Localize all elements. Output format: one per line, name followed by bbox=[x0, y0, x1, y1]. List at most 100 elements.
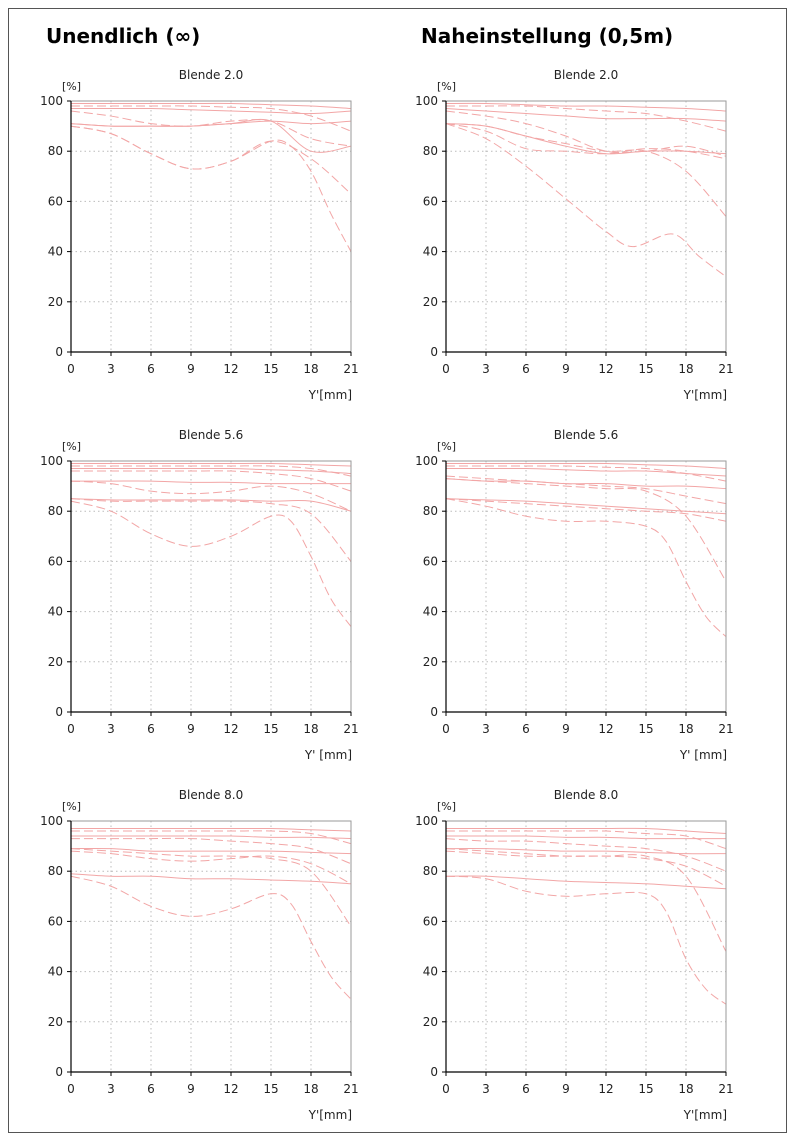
x-tick-label: 12 bbox=[223, 1082, 238, 1096]
series-line-dashed bbox=[70, 105, 352, 132]
x-tick-label: 18 bbox=[678, 722, 693, 736]
x-tick-label: 0 bbox=[67, 362, 75, 376]
x-tick-label: 6 bbox=[522, 362, 530, 376]
y-axis-label: [%] bbox=[62, 440, 81, 453]
x-tick-label: 6 bbox=[147, 722, 155, 736]
series-line-dashed bbox=[70, 480, 352, 512]
chart-infinity-f8: 0 3 6 9 12 15 18 21 0 20 40 60 80 100 Blende 8.0 [%] Y'[… bbox=[40, 788, 359, 1122]
x-tick-label: 0 bbox=[67, 722, 75, 736]
x-tick-label: 3 bbox=[107, 362, 115, 376]
x-tick-label: 15 bbox=[638, 1082, 653, 1096]
y-tick-label: 80 bbox=[48, 864, 63, 878]
y-tick-label: 100 bbox=[40, 814, 63, 828]
x-tick-label: 18 bbox=[303, 362, 318, 376]
x-axis-label: Y' [mm] bbox=[679, 748, 727, 762]
series-line-dashed bbox=[70, 110, 352, 147]
chart-infinity-f2: 0 3 6 9 12 15 18 21 0 20 40 60 80 100 Blende 2.0 [%] Y'[… bbox=[40, 68, 359, 402]
chart-title: Blende 5.6 bbox=[554, 428, 618, 442]
x-tick-label: 12 bbox=[598, 1082, 613, 1096]
x-axis-label: Y'[mm] bbox=[308, 388, 352, 402]
y-tick-label: 0 bbox=[430, 345, 438, 359]
series-line-solid bbox=[71, 827, 352, 832]
y-tick-label: 40 bbox=[48, 245, 63, 259]
series-line-dashed bbox=[445, 850, 727, 887]
x-tick-label: 9 bbox=[187, 1082, 195, 1096]
y-tick-label: 40 bbox=[423, 245, 438, 259]
y-tick-label: 40 bbox=[423, 605, 438, 619]
series-line-solid bbox=[445, 835, 726, 840]
y-tick-label: 80 bbox=[423, 144, 438, 158]
series-line-solid bbox=[71, 480, 351, 485]
y-tick-label: 40 bbox=[48, 605, 63, 619]
x-tick-label: 9 bbox=[562, 1082, 570, 1096]
x-tick-label: 18 bbox=[678, 362, 693, 376]
x-tick-label: 21 bbox=[343, 722, 358, 736]
series-line-dashed bbox=[70, 125, 352, 195]
y-axis-label: [%] bbox=[437, 800, 456, 813]
y-tick-label: 100 bbox=[415, 454, 438, 468]
y-tick-label: 0 bbox=[55, 345, 63, 359]
y-tick-label: 20 bbox=[423, 295, 438, 309]
plot-frame bbox=[70, 460, 352, 713]
series-line-solid bbox=[445, 108, 727, 122]
chart-infinity-f5-6: 0 3 6 9 12 15 18 21 0 20 40 60 80 100 Blende 5.6 [%] Y' … bbox=[40, 428, 359, 762]
y-tick-label: 20 bbox=[48, 655, 63, 669]
series-line-solid bbox=[70, 498, 352, 512]
plot-frame bbox=[70, 820, 352, 1073]
y-tick-label: 20 bbox=[48, 1015, 63, 1029]
x-tick-label: 15 bbox=[263, 722, 278, 736]
x-tick-label: 3 bbox=[482, 722, 490, 736]
series-line-solid bbox=[70, 873, 352, 885]
series-line-dashed bbox=[446, 830, 727, 850]
series-line-dashed bbox=[445, 838, 727, 872]
x-tick-label: 9 bbox=[187, 362, 195, 376]
series-line-dashed bbox=[445, 875, 727, 1005]
series-line-dashed bbox=[70, 837, 352, 865]
y-axis-label: [%] bbox=[62, 800, 81, 813]
chart-close-f5-6: 0 3 6 9 12 15 18 21 0 20 40 60 80 100 Blende 5.6 [%] Y' … bbox=[415, 428, 734, 762]
series-line-dashed bbox=[71, 830, 352, 845]
series-line-solid bbox=[70, 118, 352, 153]
series-line-solid bbox=[446, 467, 727, 477]
y-tick-label: 20 bbox=[48, 295, 63, 309]
y-tick-label: 100 bbox=[415, 94, 438, 108]
column-title-close-focus: Naheinstellung (0,5m) bbox=[421, 24, 674, 48]
x-tick-label: 6 bbox=[147, 1082, 155, 1096]
x-tick-label: 6 bbox=[522, 1082, 530, 1096]
series-line-solid bbox=[445, 123, 727, 155]
y-tick-label: 60 bbox=[48, 914, 63, 928]
series-line-dashed bbox=[445, 498, 727, 522]
y-axis-label: [%] bbox=[62, 80, 81, 93]
plot-frame bbox=[70, 100, 352, 353]
x-tick-label: 6 bbox=[147, 362, 155, 376]
column-title-infinity: Unendlich (∞) bbox=[46, 24, 201, 48]
y-axis-label: [%] bbox=[437, 440, 456, 453]
x-axis-label: Y' [mm] bbox=[304, 748, 352, 762]
series-line-solid bbox=[445, 478, 727, 490]
x-tick-label: 0 bbox=[67, 1082, 75, 1096]
y-tick-label: 60 bbox=[48, 194, 63, 208]
chart-title: Blende 8.0 bbox=[554, 788, 618, 802]
x-tick-label: 9 bbox=[562, 722, 570, 736]
plot-frame bbox=[445, 820, 727, 1073]
x-tick-label: 21 bbox=[343, 362, 358, 376]
series-line-solid bbox=[445, 102, 727, 112]
chart-title: Blende 2.0 bbox=[179, 68, 243, 82]
plot-frame bbox=[445, 100, 727, 353]
series-line-dashed bbox=[70, 875, 352, 1000]
series-line-solid bbox=[70, 120, 352, 127]
x-tick-label: 21 bbox=[343, 1082, 358, 1096]
y-tick-label: 60 bbox=[423, 914, 438, 928]
x-tick-label: 6 bbox=[522, 722, 530, 736]
y-tick-label: 40 bbox=[48, 965, 63, 979]
x-tick-label: 3 bbox=[107, 1082, 115, 1096]
series-line-dashed bbox=[445, 123, 727, 278]
series-line-dashed bbox=[445, 478, 727, 582]
plot-frame bbox=[445, 460, 727, 713]
y-tick-label: 0 bbox=[55, 1065, 63, 1079]
x-tick-label: 12 bbox=[598, 722, 613, 736]
x-tick-label: 12 bbox=[598, 362, 613, 376]
y-tick-label: 60 bbox=[423, 194, 438, 208]
y-tick-label: 80 bbox=[423, 864, 438, 878]
y-tick-label: 40 bbox=[423, 965, 438, 979]
